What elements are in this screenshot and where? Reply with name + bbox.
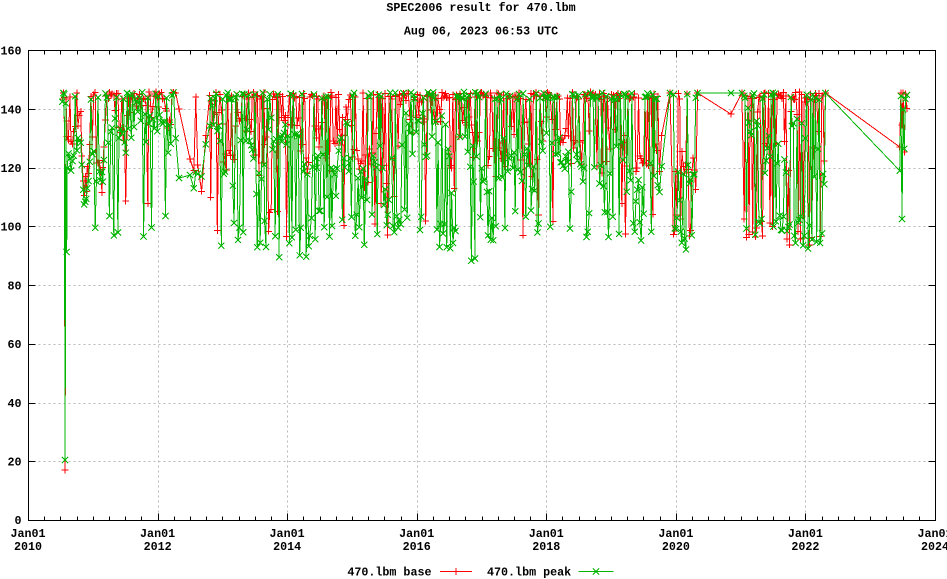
svg-text:Jan01: Jan01: [10, 527, 45, 541]
svg-text:40: 40: [7, 397, 21, 411]
svg-text:SPEC2006 result for 470.lbm: SPEC2006 result for 470.lbm: [386, 1, 575, 15]
svg-text:100: 100: [0, 221, 21, 235]
svg-text:2022: 2022: [791, 540, 819, 554]
svg-text:160: 160: [0, 45, 21, 59]
svg-text:470.lbm peak: 470.lbm peak: [487, 566, 571, 579]
svg-text:Jan01: Jan01: [529, 527, 564, 541]
svg-text:2010: 2010: [14, 540, 42, 554]
svg-text:470.lbm base: 470.lbm base: [347, 566, 431, 579]
svg-text:2012: 2012: [144, 540, 172, 554]
svg-text:Jan01: Jan01: [658, 527, 693, 541]
svg-text:Jan01: Jan01: [917, 527, 947, 541]
svg-text:140: 140: [0, 103, 21, 117]
svg-text:2014: 2014: [273, 540, 301, 554]
svg-text:2018: 2018: [532, 540, 560, 554]
svg-text:60: 60: [7, 338, 21, 352]
svg-text:Jan01: Jan01: [788, 527, 823, 541]
svg-text:120: 120: [0, 162, 21, 176]
svg-text:Jan01: Jan01: [140, 527, 175, 541]
svg-text:0: 0: [14, 514, 21, 528]
svg-text:Jan01: Jan01: [399, 527, 434, 541]
svg-text:2016: 2016: [403, 540, 431, 554]
svg-text:2024: 2024: [921, 540, 947, 554]
svg-text:20: 20: [7, 456, 21, 470]
svg-text:80: 80: [7, 279, 21, 293]
svg-text:Aug 06, 2023 06:53 UTC: Aug 06, 2023 06:53 UTC: [404, 25, 558, 39]
svg-text:2020: 2020: [662, 540, 690, 554]
svg-text:Jan01: Jan01: [270, 527, 305, 541]
